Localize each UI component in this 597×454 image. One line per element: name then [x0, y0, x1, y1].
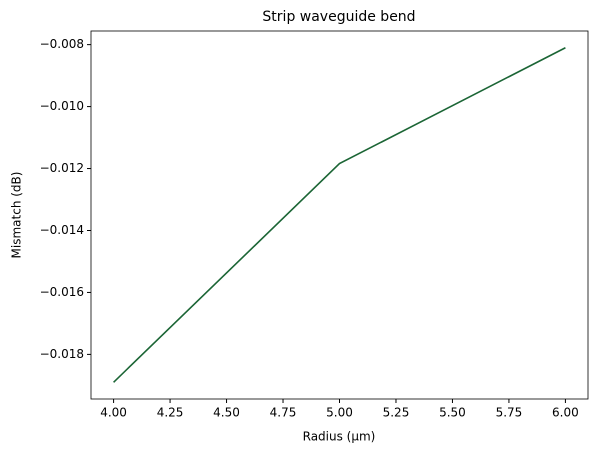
x-tick-label: 4.75: [270, 406, 297, 420]
y-tick-label: −0.012: [40, 161, 84, 175]
axes-frame: [90, 30, 589, 400]
x-tick-label: 5.00: [326, 406, 353, 420]
x-tick-label: 5.75: [496, 406, 523, 420]
y-tick-label: −0.016: [40, 285, 84, 299]
x-axis-label: Radius (μm): [303, 430, 376, 444]
y-tick-label: −0.008: [40, 37, 84, 51]
chart-title: Strip waveguide bend: [262, 9, 415, 25]
x-tick-label: 5.25: [383, 406, 410, 420]
x-tick-label: 4.50: [213, 406, 240, 420]
y-tick-label: −0.010: [40, 99, 84, 113]
y-axis-label: Mismatch (dB): [10, 172, 24, 259]
x-tick-label: 5.50: [439, 406, 466, 420]
x-tick-label: 4.00: [100, 406, 127, 420]
x-tick-label: 6.00: [552, 406, 579, 420]
line-series: [113, 47, 566, 383]
y-tick-label: −0.014: [40, 223, 84, 237]
y-tick-label: −0.018: [40, 347, 84, 361]
x-tick-label: 4.25: [157, 406, 184, 420]
